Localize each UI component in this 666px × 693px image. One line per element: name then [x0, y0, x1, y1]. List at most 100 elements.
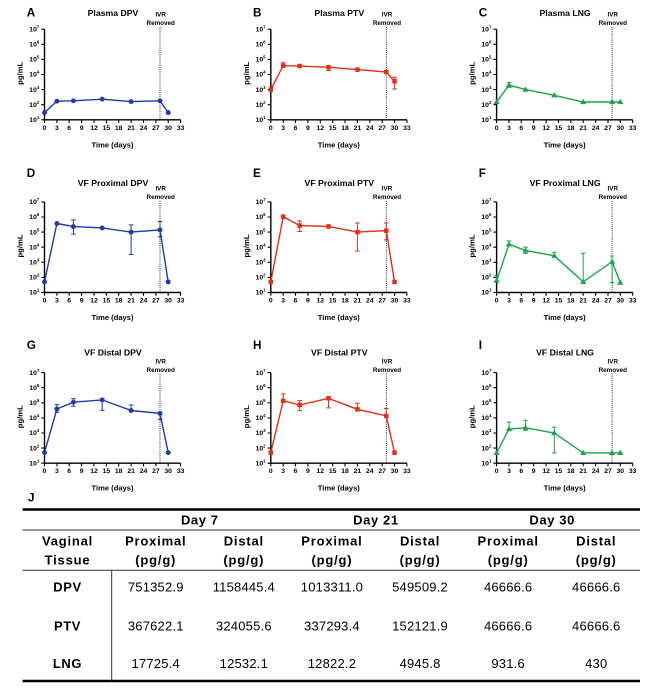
- svg-text:104: 104: [256, 70, 267, 79]
- svg-text:3: 3: [55, 125, 59, 132]
- svg-text:0: 0: [269, 125, 273, 132]
- svg-text:Removed: Removed: [599, 20, 627, 27]
- svg-text:Time (days): Time (days): [91, 140, 134, 149]
- svg-text:1013311.0: 1013311.0: [301, 579, 363, 594]
- svg-text:IVR: IVR: [155, 186, 166, 193]
- svg-text:46666.6: 46666.6: [572, 618, 620, 633]
- svg-text:106: 106: [29, 212, 40, 221]
- svg-text:30: 30: [164, 125, 172, 132]
- svg-text:pg/mL: pg/mL: [242, 405, 251, 428]
- svg-text:Removed: Removed: [599, 367, 627, 374]
- svg-text:18: 18: [341, 468, 349, 475]
- svg-text:152121.9: 152121.9: [392, 618, 448, 633]
- svg-text:30: 30: [164, 297, 172, 304]
- svg-text:3: 3: [281, 468, 285, 475]
- svg-text:4945.8: 4945.8: [400, 656, 441, 671]
- svg-text:24: 24: [366, 298, 374, 305]
- svg-text:18: 18: [115, 297, 123, 304]
- svg-text:15: 15: [103, 297, 111, 304]
- svg-text:21: 21: [127, 468, 135, 475]
- svg-text:18: 18: [567, 298, 575, 305]
- svg-text:106: 106: [481, 40, 492, 49]
- svg-text:F: F: [479, 167, 486, 180]
- svg-text:21: 21: [579, 125, 587, 132]
- svg-text:pg/mL: pg/mL: [16, 61, 25, 84]
- svg-text:(pg/g): (pg/g): [311, 552, 352, 567]
- svg-text:21: 21: [579, 468, 587, 475]
- svg-text:103: 103: [256, 428, 267, 437]
- svg-text:9: 9: [306, 468, 310, 475]
- svg-text:VF Proximal PTV: VF Proximal PTV: [305, 178, 375, 188]
- svg-text:VF Distal PTV: VF Distal PTV: [311, 348, 368, 358]
- svg-text:Plasma LNG: Plasma LNG: [540, 8, 591, 18]
- svg-text:6: 6: [67, 297, 71, 304]
- svg-text:102: 102: [29, 443, 40, 452]
- svg-text:101: 101: [29, 458, 40, 467]
- svg-text:18: 18: [567, 125, 575, 132]
- svg-text:Time (days): Time (days): [318, 140, 361, 149]
- svg-text:LNG: LNG: [53, 656, 82, 671]
- svg-text:pg/mL: pg/mL: [16, 234, 25, 257]
- svg-text:107: 107: [481, 197, 492, 206]
- svg-text:(pg/g): (pg/g): [488, 552, 529, 567]
- svg-text:33: 33: [177, 125, 185, 132]
- svg-text:IVR: IVR: [608, 358, 619, 365]
- svg-text:12: 12: [542, 125, 550, 132]
- svg-text:101: 101: [481, 115, 492, 124]
- svg-text:33: 33: [177, 297, 185, 304]
- svg-text:104: 104: [29, 242, 40, 251]
- svg-text:21: 21: [354, 125, 362, 132]
- svg-text:Day 30: Day 30: [529, 513, 575, 528]
- svg-text:Tissue: Tissue: [45, 552, 91, 567]
- svg-text:9: 9: [532, 298, 536, 305]
- svg-text:107: 107: [256, 197, 267, 206]
- svg-text:102: 102: [481, 100, 492, 109]
- svg-text:9: 9: [532, 468, 536, 475]
- svg-text:105: 105: [256, 55, 267, 64]
- svg-text:PTV: PTV: [54, 618, 81, 633]
- svg-text:15: 15: [103, 468, 111, 475]
- svg-text:101: 101: [256, 115, 267, 124]
- svg-text:0: 0: [43, 468, 47, 475]
- svg-text:30: 30: [391, 468, 399, 475]
- svg-text:104: 104: [481, 242, 492, 251]
- svg-text:103: 103: [256, 85, 267, 94]
- svg-text:3: 3: [507, 468, 511, 475]
- svg-text:104: 104: [256, 242, 267, 251]
- svg-text:24: 24: [366, 468, 374, 475]
- svg-text:102: 102: [29, 100, 40, 109]
- svg-text:12: 12: [90, 125, 98, 132]
- svg-text:27: 27: [378, 468, 386, 475]
- svg-text:B: B: [253, 7, 261, 20]
- svg-text:VF Proximal LNG: VF Proximal LNG: [530, 178, 601, 188]
- svg-text:30: 30: [391, 298, 399, 305]
- svg-text:106: 106: [256, 383, 267, 392]
- svg-text:9: 9: [80, 297, 84, 304]
- svg-text:30: 30: [617, 468, 625, 475]
- svg-text:I: I: [479, 339, 482, 352]
- svg-text:27: 27: [152, 468, 160, 475]
- svg-text:pg/mL: pg/mL: [242, 61, 251, 84]
- svg-text:0: 0: [269, 468, 273, 475]
- svg-text:0: 0: [43, 297, 47, 304]
- svg-text:Time (days): Time (days): [544, 313, 587, 322]
- svg-text:3: 3: [55, 297, 59, 304]
- svg-text:12822.2: 12822.2: [308, 656, 356, 671]
- svg-text:pg/mL: pg/mL: [468, 234, 477, 257]
- svg-text:30: 30: [617, 298, 625, 305]
- svg-text:15: 15: [329, 468, 337, 475]
- svg-text:J: J: [28, 491, 35, 504]
- svg-text:103: 103: [481, 85, 492, 94]
- svg-text:IVR: IVR: [382, 11, 393, 18]
- svg-text:324055.6: 324055.6: [216, 618, 272, 633]
- svg-text:106: 106: [481, 212, 492, 221]
- svg-text:105: 105: [256, 398, 267, 407]
- svg-text:27: 27: [604, 125, 612, 132]
- svg-text:Removed: Removed: [599, 194, 627, 201]
- svg-text:46666.6: 46666.6: [572, 580, 620, 595]
- svg-text:27: 27: [604, 298, 612, 305]
- svg-text:Proximal: Proximal: [301, 533, 362, 548]
- svg-text:107: 107: [481, 24, 492, 33]
- svg-text:C: C: [479, 7, 488, 20]
- svg-text:3: 3: [507, 298, 511, 305]
